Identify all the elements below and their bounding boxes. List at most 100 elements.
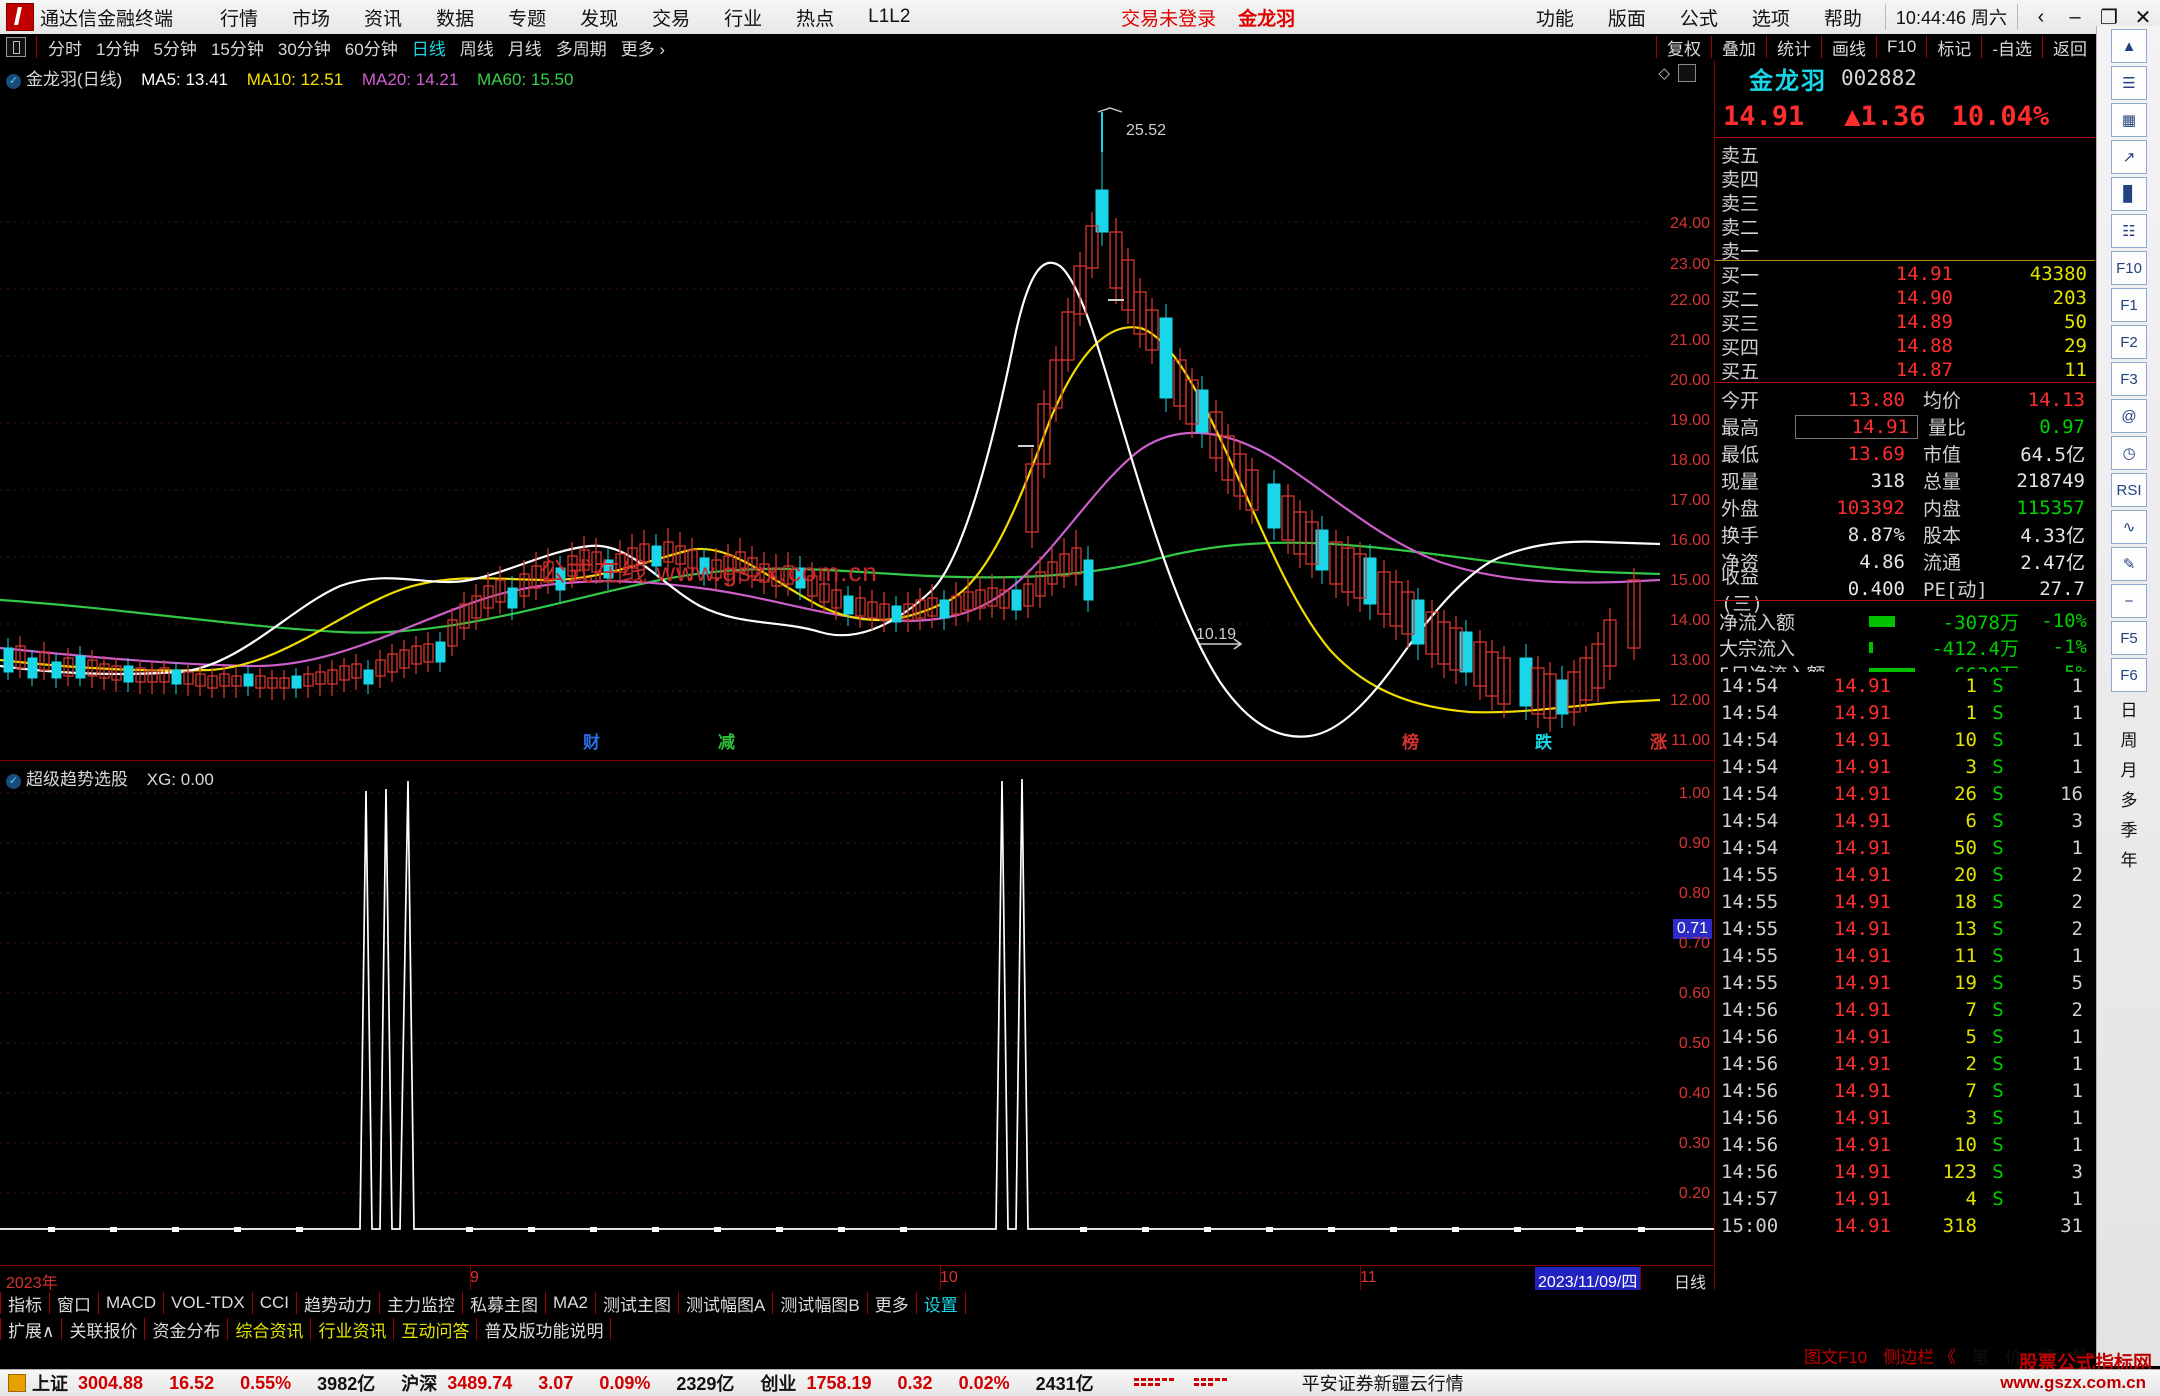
sell-level-row[interactable]: 卖五 (1715, 142, 2095, 167)
tick-row[interactable]: 14:54 14.91 10 S 1 (1715, 726, 2095, 753)
at-icon[interactable]: @ (2111, 399, 2147, 433)
ind-item-settings[interactable]: 设置 (917, 1292, 966, 1315)
snake-icon[interactable]: ∿ (2111, 510, 2147, 544)
period-daily[interactable]: 日线 (411, 39, 446, 59)
calendar-icon[interactable]: ☷ (2111, 214, 2147, 248)
ext-item-qa[interactable]: 互动问答 (394, 1318, 478, 1341)
tool-overlay[interactable]: 叠加 (1722, 39, 1757, 59)
tick-row[interactable]: 14:56 14.91 5 S 1 (1715, 1023, 2095, 1050)
tick-row[interactable]: 14:55 14.91 13 S 2 (1715, 915, 2095, 942)
buy-level-row[interactable]: 买一 14.91 43380 (1715, 262, 2095, 287)
list-icon[interactable]: ☰ (2111, 66, 2147, 100)
ind-item-ma2[interactable]: MA2 (546, 1292, 596, 1314)
tick-row[interactable]: 14:54 14.91 50 S 1 (1715, 834, 2095, 861)
menu-item-3[interactable]: 数据 (436, 8, 475, 30)
period-30min[interactable]: 30分钟 (277, 39, 331, 59)
period-1min[interactable]: 1分钟 (96, 39, 140, 59)
tick-row[interactable]: 14:54 14.91 1 S 1 (1715, 672, 2095, 699)
chart-diamond-icon[interactable]: ◇ (1658, 65, 1670, 82)
tick-row[interactable]: 14:57 14.91 4 S 1 (1715, 1185, 2095, 1212)
menu-item-1[interactable]: 市场 (292, 8, 331, 30)
menu-item-formula[interactable]: 公式 (1679, 8, 1718, 30)
sell-level-row[interactable]: 卖一 (1715, 238, 2095, 263)
chart-line-icon[interactable]: ↗ (2111, 140, 2147, 174)
legend-toggle-icon[interactable]: ✓ (6, 74, 21, 89)
tool-statistics[interactable]: 统计 (1777, 39, 1812, 59)
rail-period-周[interactable]: 周 (2120, 730, 2138, 750)
tool-fuquan[interactable]: 复权 (1667, 39, 1702, 59)
menu-item-6[interactable]: 交易 (652, 8, 691, 30)
ext-item-related-quote[interactable]: 关联报价 (62, 1318, 146, 1341)
menu-item-level[interactable]: L1L2 (868, 6, 911, 27)
tick-row[interactable]: 14:56 14.91 10 S 1 (1715, 1131, 2095, 1158)
sell-level-row[interactable]: 卖三 (1715, 190, 2095, 215)
ext-item-news[interactable]: 综合资讯 (228, 1318, 312, 1341)
chart-expand-icon[interactable] (1678, 64, 1696, 82)
tick-row[interactable]: 14:56 14.91 2 S 1 (1715, 1050, 2095, 1077)
layout-icon[interactable] (6, 37, 26, 57)
buy-level-row[interactable]: 买三 14.89 50 (1715, 310, 2095, 335)
f10-graphic-button[interactable]: 图文F10 (1803, 1348, 1868, 1367)
tool-f10[interactable]: F10 (1887, 37, 1917, 56)
pencil-icon[interactable]: ✎ (2111, 547, 2147, 581)
period-weekly[interactable]: 周线 (459, 39, 494, 59)
period-monthly[interactable]: 月线 (507, 39, 542, 59)
menu-item-layout[interactable]: 版面 (1607, 8, 1646, 30)
period-multi[interactable]: 多周期 (555, 39, 607, 59)
period-more[interactable]: 更多 › (620, 39, 666, 59)
minus-icon[interactable]: − (2111, 584, 2147, 618)
ind-item-5[interactable]: 趋势动力 (297, 1292, 381, 1315)
tick-row[interactable]: 14:56 14.91 7 S 1 (1715, 1077, 2095, 1104)
fn-f10-icon[interactable]: F10 (2111, 251, 2147, 285)
ind-item-more[interactable]: 更多 (868, 1292, 917, 1315)
ind-item-7[interactable]: 私募主图 (463, 1292, 547, 1315)
bars-icon[interactable]: ▊ (2111, 177, 2147, 211)
menu-item-4[interactable]: 专题 (508, 8, 547, 30)
rail-period-多[interactable]: 多 (2120, 790, 2138, 810)
volume-mode-button[interactable]: 量 (2071, 1348, 2088, 1367)
buy-level-row[interactable]: 买四 14.88 29 (1715, 334, 2095, 359)
tick-row[interactable]: 14:56 14.91 7 S 2 (1715, 996, 2095, 1023)
pen-mode-button[interactable]: 笔 (1972, 1348, 1989, 1367)
ind-item-voltdx[interactable]: VOL-TDX (164, 1292, 253, 1314)
tick-row[interactable]: 15:00 14.91 318 31 (1715, 1212, 2095, 1239)
ind-item-1[interactable]: 窗口 (50, 1292, 99, 1315)
ind-item-0[interactable]: 指标 (0, 1292, 50, 1315)
window-back-button[interactable]: ‹ (2037, 5, 2045, 28)
ext-item-help[interactable]: 普及版功能说明 (477, 1318, 612, 1341)
ind-item-10[interactable]: 测试幅图A (679, 1292, 774, 1315)
sell-level-row[interactable]: 卖四 (1715, 166, 2095, 191)
ind-item-9[interactable]: 测试主图 (596, 1292, 679, 1315)
trade-login-status[interactable]: 交易未登录 (1121, 8, 1217, 30)
tick-row[interactable]: 14:55 14.91 11 S 1 (1715, 942, 2095, 969)
tool-mark[interactable]: 标记 (1937, 39, 1972, 59)
rail-period-季[interactable]: 季 (2120, 820, 2138, 840)
tool-add-watchlist[interactable]: -自选 (1992, 39, 2032, 59)
arrow-up-icon[interactable]: ▲ (2111, 29, 2147, 63)
indicator-chart-panel[interactable]: ✓ 超级趋势选股 XG: 0.00 (0, 761, 1983, 1293)
sell-level-row[interactable]: 卖二 (1715, 214, 2095, 239)
ind-item-11[interactable]: 测试幅图B (773, 1292, 868, 1315)
tick-row[interactable]: 14:55 14.91 19 S 5 (1715, 969, 2095, 996)
tick-row[interactable]: 14:56 14.91 3 S 1 (1715, 1104, 2095, 1131)
buy-level-row[interactable]: 买二 14.90 203 (1715, 286, 2095, 311)
ind-item-cci[interactable]: CCI (253, 1292, 298, 1314)
menu-item-function[interactable]: 功能 (1535, 8, 1574, 30)
ind-item-macd[interactable]: MACD (99, 1292, 165, 1314)
window-close-button[interactable]: ✕ (2134, 6, 2152, 29)
tick-row[interactable]: 14:54 14.91 3 S 1 (1715, 753, 2095, 780)
period-fenshi[interactable]: 分时 (48, 39, 82, 59)
tool-drawline[interactable]: 画线 (1832, 39, 1867, 59)
price-chart-panel[interactable]: ✓ 金龙羽(日线) MA5: 13.41 MA10: 12.51 MA20: 14… (0, 60, 1714, 761)
tick-row[interactable]: 14:56 14.91 123 S 3 (1715, 1158, 2095, 1185)
detail-mode-button[interactable]: 细 (2038, 1348, 2055, 1367)
menu-item-8[interactable]: 热点 (796, 8, 835, 30)
ind-item-6[interactable]: 主力监控 (380, 1292, 464, 1315)
f1-icon[interactable]: F1 (2111, 288, 2147, 322)
sidebar-toggle-button[interactable]: 侧边栏 《 (1883, 1348, 1956, 1367)
menu-item-2[interactable]: 资讯 (364, 8, 403, 30)
menu-item-5[interactable]: 发现 (580, 8, 619, 30)
indicator-toggle-icon[interactable]: ✓ (6, 774, 21, 789)
f2-icon[interactable]: F2 (2111, 325, 2147, 359)
ext-item-fund-dist[interactable]: 资金分布 (145, 1318, 229, 1341)
